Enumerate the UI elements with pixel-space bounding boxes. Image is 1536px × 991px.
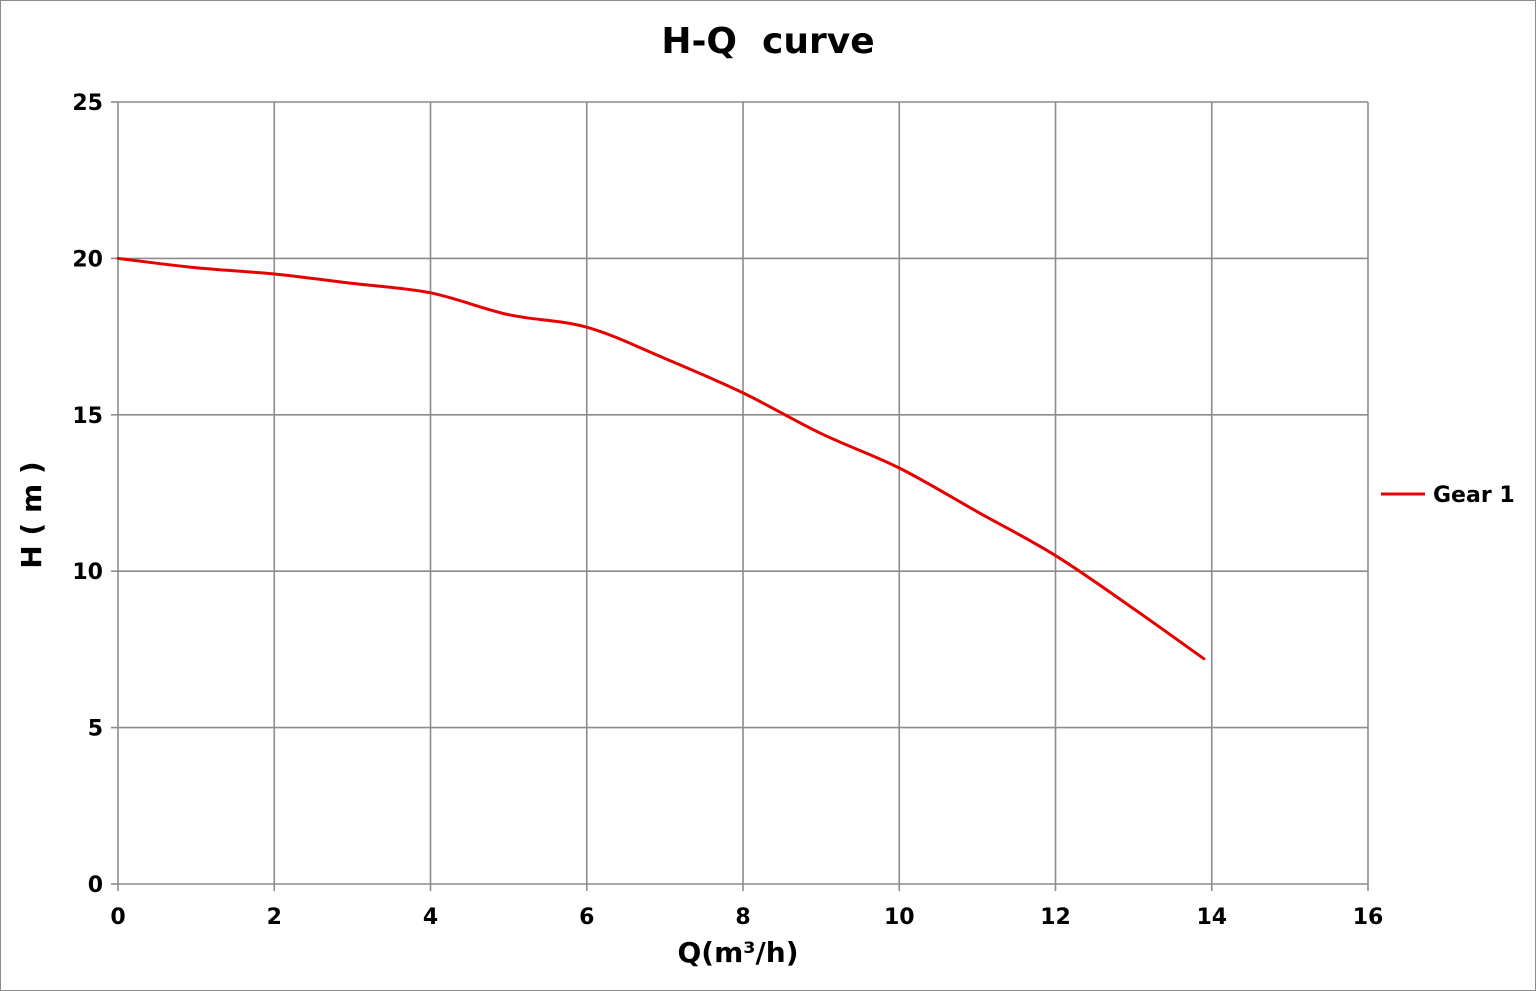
y-axis-label: H ( m ) bbox=[15, 461, 48, 568]
legend: Gear 1 bbox=[1381, 483, 1515, 508]
x-tick-labels: 0 2 4 6 8 10 12 14 16 bbox=[110, 905, 1383, 930]
x-tick-label-16: 16 bbox=[1353, 905, 1384, 930]
y-tick-label-20: 20 bbox=[72, 247, 103, 272]
x-tick-label-8: 8 bbox=[735, 905, 750, 930]
x-tick-label-10: 10 bbox=[884, 905, 915, 930]
axes bbox=[111, 101, 1369, 891]
x-tick-label-14: 14 bbox=[1196, 905, 1227, 930]
series-line-gear-1 bbox=[116, 256, 1206, 661]
legend-label-gear-1: Gear 1 bbox=[1433, 483, 1515, 508]
x-tick-label-4: 4 bbox=[423, 905, 438, 930]
y-tick-label-10: 10 bbox=[72, 560, 103, 585]
series-layer bbox=[116, 256, 1206, 661]
grid-vertical bbox=[273, 102, 1369, 884]
y-tick-label-25: 25 bbox=[72, 91, 103, 116]
x-tick-label-12: 12 bbox=[1040, 905, 1071, 930]
y-tick-label-15: 15 bbox=[72, 404, 103, 429]
grid-horizontal bbox=[118, 101, 1368, 729]
x-tick-label-6: 6 bbox=[579, 905, 594, 930]
y-tick-label-5: 5 bbox=[88, 717, 103, 742]
x-tick-label-2: 2 bbox=[267, 905, 282, 930]
y-tick-labels: 0 5 10 15 20 25 bbox=[72, 91, 103, 898]
x-tick-label-0: 0 bbox=[110, 905, 125, 930]
y-tick-label-0: 0 bbox=[88, 873, 103, 898]
x-axis-label: Q(m³/h) bbox=[678, 936, 799, 969]
chart-title: H-Q curve bbox=[661, 21, 874, 62]
